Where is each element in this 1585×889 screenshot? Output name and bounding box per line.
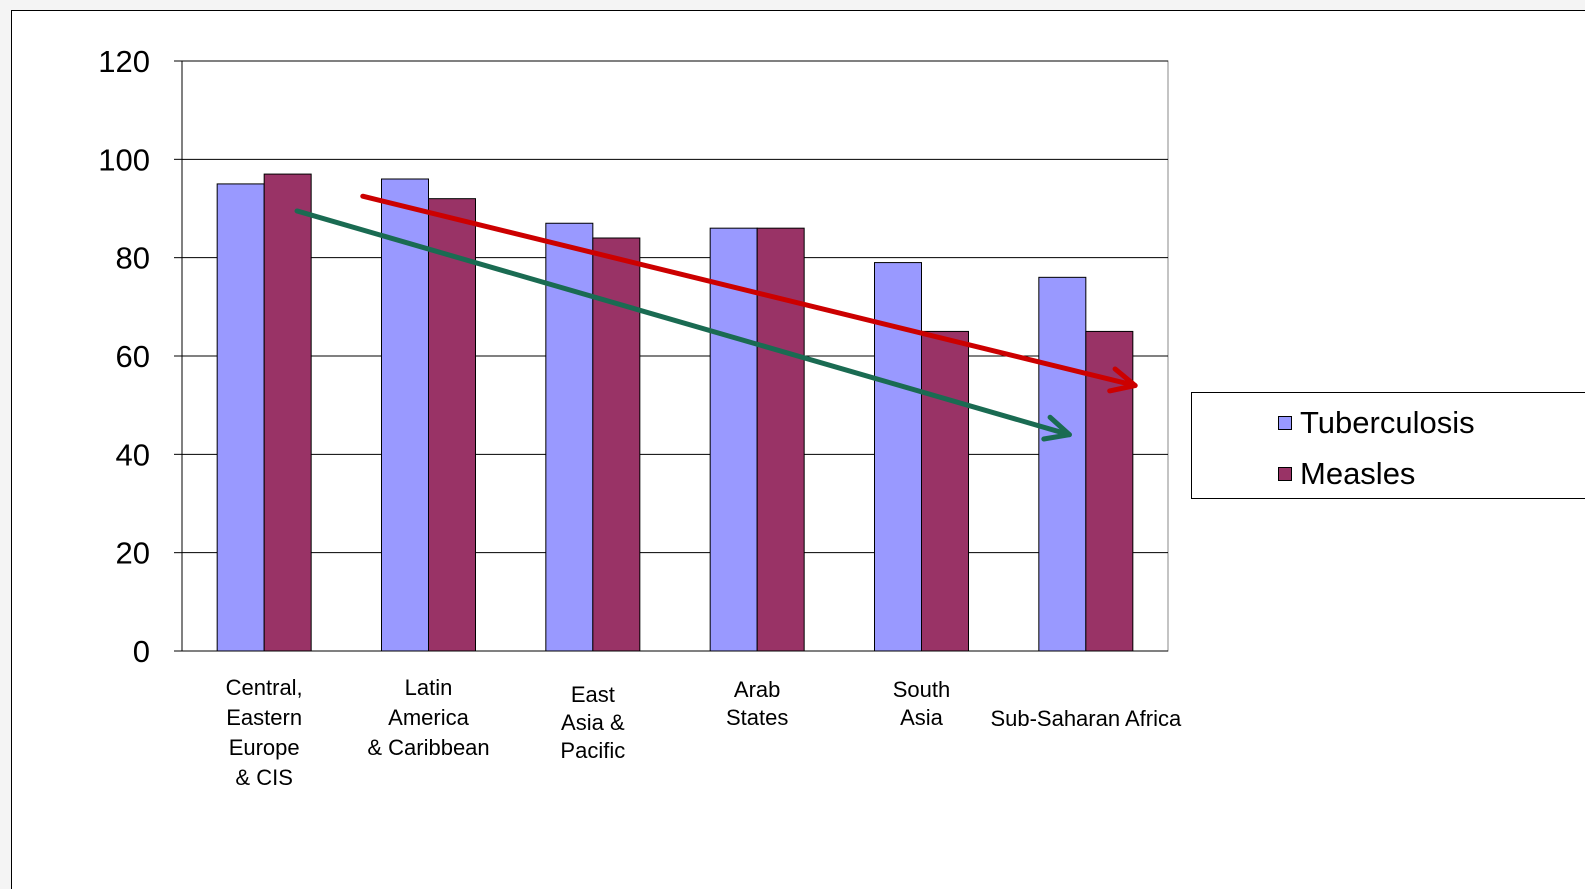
y-tick-label: 0 — [133, 634, 150, 669]
legend-label-measles: Measles — [1300, 456, 1416, 491]
x-category-label: Sub-Saharan Africa — [990, 706, 1182, 731]
trend-arrowhead-1 — [1041, 414, 1072, 442]
y-tick-label: 40 — [116, 437, 150, 472]
bar-measles-1 — [428, 198, 476, 652]
y-tick-label: 120 — [98, 44, 150, 79]
x-category-label: Latin America & Caribbean — [367, 675, 489, 760]
bar-tuberculosis-1 — [381, 178, 429, 652]
y-tick-label: 80 — [116, 241, 150, 276]
legend-item-measles: Measles — [1278, 456, 1415, 492]
legend-label-tuberculosis: Tuberculosis — [1300, 405, 1475, 440]
legend-swatch-tuberculosis — [1278, 416, 1292, 430]
x-category-label: Arab States — [726, 677, 788, 730]
bar-measles-4 — [921, 330, 969, 652]
y-tick-label: 20 — [116, 536, 150, 571]
bar-tuberculosis-0 — [216, 183, 265, 652]
y-tick-label: 100 — [98, 142, 150, 177]
legend-swatch-measles — [1278, 467, 1292, 481]
y-tick-label: 60 — [116, 339, 150, 374]
bar-tuberculosis-5 — [1038, 276, 1087, 652]
bar-tuberculosis-3 — [709, 227, 758, 652]
trend-arrow-1 — [294, 208, 1072, 438]
bar-measles-3 — [756, 227, 805, 652]
x-category-label: Central, Eastern Europe & CIS — [226, 675, 303, 790]
x-category-label: South Asia — [893, 677, 951, 730]
x-category-label: East Asia & Pacific — [560, 682, 625, 763]
legend-item-tuberculosis: Tuberculosis — [1278, 405, 1475, 441]
legend: Tuberculosis Measles — [1191, 392, 1585, 499]
bar-measles-5 — [1085, 330, 1134, 652]
bar-measles-0 — [263, 173, 312, 652]
trend-arrow-0 — [360, 193, 1138, 388]
trend-arrowhead-0 — [1107, 366, 1138, 394]
